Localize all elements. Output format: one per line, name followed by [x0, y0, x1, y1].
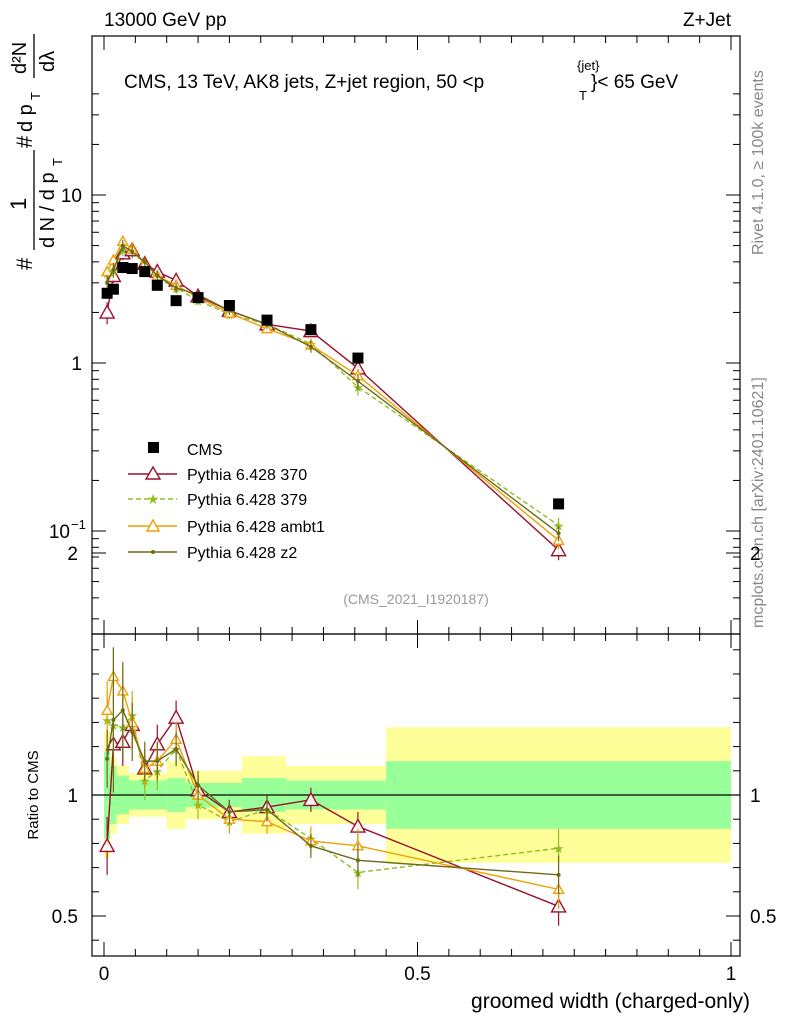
main-title-sup: {jet} [577, 58, 600, 73]
ratio-point-dot [105, 756, 110, 761]
legend-label-ambt1: Pythia 6.428 ambt1 [187, 519, 325, 536]
legend: CMS Pythia 6.428 370 ★ Pythia 6.428 379 … [128, 442, 325, 562]
data-point-star: ★ [553, 518, 565, 533]
ratio-point-dot [556, 872, 561, 877]
ratio-point-dot [308, 843, 313, 848]
ratio-point-triangle [98, 837, 116, 853]
ylabel-dl: dλ [37, 51, 59, 72]
cms-data-point [126, 263, 138, 275]
legend-marker-cms [148, 442, 159, 453]
main-title: CMS, 13 TeV, AK8 jets, Z+jet region, 50 … [124, 72, 484, 93]
x-tick-label: 1 [726, 964, 737, 985]
ratio-point-dot [196, 783, 201, 788]
data-point-dot [308, 344, 313, 349]
legend-label-370: Pythia 6.428 370 [187, 467, 307, 484]
cms-data-point [553, 498, 565, 510]
analysis-watermark: (CMS_2021_I1920187) [343, 591, 489, 607]
ratio-axis-ticks: 0.5 0.5 1 1 2 2 0 0.5 1 [52, 544, 777, 985]
ratio-y-axis-label: Ratio to CMS [25, 750, 42, 839]
legend-marker-370 [144, 465, 162, 480]
main-y-axis-label: # 1 d N / d p T # d p T d²N dλ [6, 34, 65, 270]
ylabel-den-sub: T [50, 158, 65, 166]
ylabel-d2n: d²N [9, 42, 31, 74]
data-point-triangle [98, 303, 116, 319]
ratio-point-dot [174, 747, 179, 752]
legend-label-379: Pythia 6.428 379 [187, 492, 307, 509]
ratio-point-triangle [302, 791, 320, 807]
y-tick-label: 10 [49, 522, 70, 543]
data-point-dot [120, 243, 125, 248]
cms-data-point [117, 262, 129, 274]
ratio-plot-frame [91, 633, 741, 957]
legend-marker-ambt1 [145, 518, 161, 532]
x-axis-label: groomed width (charged-only) [471, 990, 750, 1013]
main-title-end: }< 65 GeV [591, 72, 678, 93]
ratio-point-dot [265, 807, 270, 812]
ratio-data-layer: ★★★★★★★★★★★★★ [98, 647, 567, 926]
ratio-point-dot [355, 858, 360, 863]
main-title-text: CMS, 13 TeV, AK8 jets, Z+jet region, 50 … [124, 72, 484, 93]
ratio-plot-panel: 0.5 0.5 1 1 2 2 0 0.5 1 ★★★★★★★★★★★★★ [52, 544, 777, 985]
legend-label-cms: CMS [187, 442, 223, 459]
ylabel-prefix: # [12, 257, 37, 270]
ratio-point-dot [142, 759, 147, 764]
ratio-point-dot [130, 730, 135, 735]
data-point-dot [142, 259, 147, 264]
ylabel-num-hash: # [12, 135, 37, 148]
ylabel-num-sub: T [28, 92, 43, 100]
ratio-point-dot [155, 759, 160, 764]
legend-marker-379: ★ [147, 491, 160, 507]
x-tick-label: 0.5 [404, 964, 430, 985]
x-tick-label: 0 [99, 964, 110, 985]
mcplots-label: mcplots.cern.ch [arXiv:2401.10621] [750, 377, 767, 628]
ratio-y-tick-label-left: 0.5 [52, 907, 78, 928]
cms-data-point [192, 292, 204, 304]
ratio-y-tick-label-right: 2 [750, 544, 761, 565]
data-point-dot [355, 379, 360, 384]
ylabel-one: 1 [6, 198, 31, 210]
cms-data-point [305, 324, 317, 336]
data-point-dot [556, 531, 561, 536]
cms-data-point [352, 352, 364, 364]
main-title-sub: T [579, 88, 587, 103]
data-point-triangle [100, 265, 114, 277]
data-point-dot [174, 285, 179, 290]
legend-label-z2: Pythia 6.428 z2 [187, 545, 297, 562]
cms-data-point [107, 283, 119, 295]
ratio-point-triangle [167, 709, 185, 724]
ratio-point-triangle [100, 703, 114, 715]
y-tick-label: 1 [71, 354, 82, 375]
ratio-point-star: ★ [553, 841, 565, 856]
ratio-point-dot [120, 708, 125, 713]
ratio-point-dot [111, 717, 116, 722]
ylabel-den: d N / d p [37, 172, 59, 248]
data-point-dot [155, 273, 160, 278]
y-tick-label-exponent: −1 [71, 517, 86, 532]
data-point-dot [130, 249, 135, 254]
data-point-triangle [550, 541, 567, 557]
cms-data-point [151, 279, 163, 291]
y-tick-label: 10 [61, 186, 82, 207]
legend-marker-z2 [151, 550, 155, 554]
ratio-y-tick-label-left: 1 [67, 786, 78, 807]
cms-data-point [101, 287, 113, 299]
cms-data-point [223, 299, 235, 311]
ratio-y-tick-label-right: 0.5 [750, 907, 776, 928]
ylabel-num: d p [15, 104, 37, 132]
rivet-label: Rivet 4.1.0, ≥ 100k events [750, 70, 767, 255]
cms-data-point [261, 314, 273, 326]
cms-data-point [139, 266, 151, 278]
ratio-point-dot [227, 809, 232, 814]
data-point-dot [111, 267, 116, 272]
ratio-y-tick-label-left: 2 [67, 544, 78, 565]
main-data-layer: ★★★★★★★★★★★★★ [98, 234, 567, 561]
ratio-y-tick-label-right: 1 [750, 786, 761, 807]
header-left: 13000 GeV pp [104, 10, 227, 31]
header-right: Z+Jet [683, 10, 732, 31]
cms-data-point [170, 295, 182, 307]
